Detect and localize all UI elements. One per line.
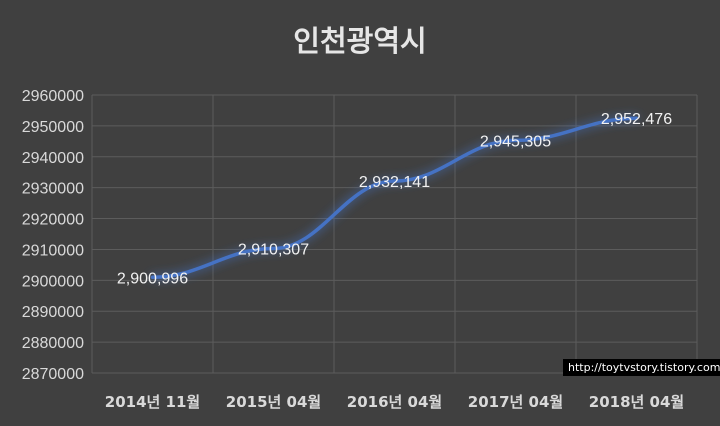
x-tick-label: 2014년 11월 <box>105 393 200 411</box>
y-tick-label: 2880000 <box>22 335 84 352</box>
watermark: http://toytvstory.tistory.com <box>563 359 720 376</box>
data-point <box>272 246 275 250</box>
data-label: 2,900,996 <box>117 270 188 287</box>
y-tick-label: 2870000 <box>22 366 84 383</box>
y-tick-label: 2910000 <box>22 242 84 259</box>
x-tick-label: 2015년 04월 <box>226 393 321 411</box>
series-line-group <box>150 116 639 280</box>
y-tick-label: 2960000 <box>22 88 84 105</box>
y-tick-label: 2930000 <box>22 181 84 198</box>
grid <box>91 94 698 374</box>
x-axis-ticks: 2014년 11월 2015년 04월 2016년 04월 2017년 04월 2018… <box>105 393 684 411</box>
data-label: 2,945,305 <box>480 133 551 150</box>
x-tick-label: 2018년 04월 <box>589 393 684 411</box>
data-point <box>151 275 154 279</box>
x-tick-label: 2017년 04월 <box>468 393 563 411</box>
data-point <box>635 116 638 120</box>
data-labels: 2,900,996 2,910,307 2,932,141 2,945,305 2,95… <box>117 111 672 287</box>
chart-title: 인천광역시 <box>293 24 426 58</box>
y-tick-label: 2890000 <box>22 304 84 321</box>
y-axis-ticks: 2960000 2950000 2940000 2930000 2920000 29100… <box>22 88 84 383</box>
data-point <box>393 179 396 183</box>
y-tick-label: 2900000 <box>22 273 84 290</box>
series-line <box>150 116 639 280</box>
y-tick-label: 2920000 <box>22 212 84 229</box>
data-label: 2,952,476 <box>601 111 672 128</box>
y-tick-label: 2950000 <box>22 119 84 136</box>
data-point <box>514 138 517 142</box>
data-label: 2,910,307 <box>238 241 309 258</box>
data-label: 2,932,141 <box>359 174 430 191</box>
x-tick-label: 2016년 04월 <box>347 393 442 411</box>
y-tick-label: 2940000 <box>22 150 84 167</box>
